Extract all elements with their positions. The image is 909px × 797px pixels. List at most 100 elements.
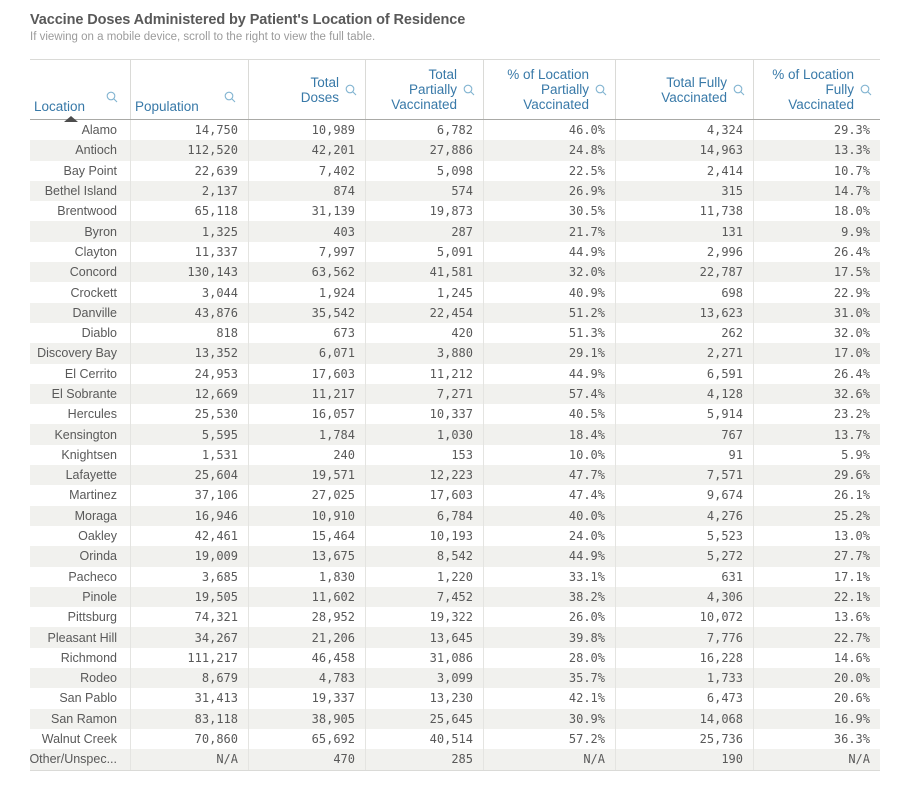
value-cell: 40.0% (483, 505, 615, 526)
value-cell: 26.0% (483, 607, 615, 628)
location-cell[interactable]: Martinez (69, 488, 117, 503)
table-row: Pinole 19,505 11,602 7,452 38.2% 4,306 22.1% (30, 586, 880, 608)
value-cell: 30.5% (483, 201, 615, 222)
location-cell[interactable]: Rodeo (80, 671, 117, 686)
value-cell: 19,322 (365, 607, 483, 628)
column-header-pct-location-partially-vaccinated[interactable]: % of Location Partially Vaccinated (483, 60, 615, 119)
column-header-pct-location-fully-vaccinated[interactable]: % of Location Fully Vaccinated (753, 60, 880, 119)
column-header-total-partially-vaccinated[interactable]: Total Partially Vaccinated (365, 60, 483, 119)
search-icon[interactable] (595, 84, 607, 96)
search-icon[interactable] (463, 84, 475, 96)
value-cell: 13,623 (615, 302, 753, 323)
location-cell[interactable]: Hercules (67, 407, 117, 422)
location-cell[interactable]: Pinole (82, 589, 117, 604)
value-cell: 1,784 (248, 424, 365, 445)
location-cell[interactable]: Moraga (74, 508, 117, 523)
value-cell: 5.9% (753, 444, 880, 466)
value-cell: 3,880 (365, 343, 483, 364)
location-cell[interactable]: Discovery Bay (37, 346, 117, 361)
value-cell: 31,139 (248, 201, 365, 222)
table-row: Kensington 5,595 1,784 1,030 18.4% 767 13.7% (30, 424, 880, 445)
value-cell: 44.9% (483, 241, 615, 263)
value-cell: 28.0% (483, 647, 615, 669)
location-cell[interactable]: San Pablo (59, 691, 117, 706)
column-header-total-fully-vaccinated[interactable]: Total Fully Vaccinated (615, 60, 753, 119)
value-cell: 2,414 (615, 160, 753, 181)
column-header-total-doses[interactable]: Total Doses (248, 60, 365, 119)
value-cell: 1,220 (365, 566, 483, 587)
value-cell: 1,030 (365, 424, 483, 445)
location-cell[interactable]: Lafayette (65, 468, 117, 483)
location-cell[interactable]: Diablo (81, 326, 117, 341)
location-cell[interactable]: Oakley (78, 529, 117, 544)
value-cell: 25,645 (365, 708, 483, 729)
sort-ascending-indicator (64, 116, 78, 122)
location-cell[interactable]: Alamo (81, 123, 117, 138)
table-row: Knightsen 1,531 240 153 10.0% 91 5.9% (30, 444, 880, 466)
location-cell[interactable]: Byron (84, 224, 117, 239)
value-cell: 51.3% (483, 322, 615, 344)
value-cell: 7,402 (248, 160, 365, 181)
value-cell: 6,071 (248, 343, 365, 364)
location-cell[interactable]: Knightsen (61, 447, 117, 462)
value-cell: 14,750 (130, 120, 248, 141)
location-cell[interactable]: Antioch (75, 143, 117, 158)
location-cell[interactable]: Clayton (74, 244, 117, 259)
value-cell: 14.6% (753, 647, 880, 669)
location-cell[interactable]: Kensington (54, 427, 117, 442)
value-cell: 91 (615, 444, 753, 466)
location-cell[interactable]: Bay Point (63, 163, 117, 178)
value-cell: 5,272 (615, 546, 753, 567)
location-cell[interactable]: Pittsburg (67, 610, 117, 625)
column-header-location[interactable]: Location (30, 60, 130, 122)
value-cell: 20.0% (753, 668, 880, 689)
value-cell: 31,086 (365, 647, 483, 669)
value-cell: 19,009 (130, 546, 248, 567)
location-cell[interactable]: Pleasant Hill (47, 630, 117, 645)
value-cell: 3,044 (130, 282, 248, 303)
value-cell: 9.9% (753, 221, 880, 242)
location-cell[interactable]: Crockett (70, 285, 117, 300)
search-icon[interactable] (106, 91, 118, 103)
column-header-label: % of Location Partially Vaccinated (507, 67, 589, 112)
location-cell[interactable]: Danville (72, 305, 117, 320)
location-cell[interactable]: Orinda (79, 549, 117, 564)
value-cell: 22.9% (753, 282, 880, 303)
value-cell: 5,523 (615, 525, 753, 547)
value-cell: 16,228 (615, 647, 753, 669)
location-cell[interactable]: El Cerrito (64, 366, 117, 381)
value-cell: 46.0% (483, 120, 615, 141)
search-icon[interactable] (733, 84, 745, 96)
value-cell: 7,997 (248, 241, 365, 263)
location-cell[interactable]: Pacheco (68, 569, 117, 584)
value-cell: 57.2% (483, 728, 615, 750)
location-cell[interactable]: Walnut Creek (41, 732, 117, 747)
value-cell: 287 (365, 221, 483, 242)
table-row: Bethel Island 2,137 874 574 26.9% 315 14.7% (30, 180, 880, 202)
search-icon[interactable] (224, 91, 236, 103)
value-cell: 767 (615, 424, 753, 445)
value-cell: 22,639 (130, 160, 248, 181)
location-cell[interactable]: San Ramon (50, 711, 117, 726)
table-row: Danville 43,876 35,542 22,454 51.2% 13,623 31.… (30, 302, 880, 323)
location-cell[interactable]: Brentwood (57, 204, 117, 219)
location-cell[interactable]: Other/Unspec... (30, 752, 117, 767)
search-icon[interactable] (860, 84, 872, 96)
value-cell: 65,118 (130, 201, 248, 222)
location-cell[interactable]: El Sobrante (51, 387, 117, 401)
value-cell: 1,531 (130, 444, 248, 466)
column-header-population[interactable]: Population (130, 60, 248, 119)
value-cell: 10,337 (365, 404, 483, 425)
search-icon[interactable] (345, 84, 357, 96)
value-cell: 13,675 (248, 546, 365, 567)
location-cell[interactable]: Bethel Island (44, 184, 117, 199)
table-row: Richmond 111,217 46,458 31,086 28.0% 16,228 14… (30, 647, 880, 669)
value-cell: 13,230 (365, 688, 483, 709)
location-cell[interactable]: Richmond (60, 650, 117, 665)
value-cell: 7,452 (365, 586, 483, 608)
table-row: Walnut Creek 70,860 65,692 40,514 57.2% 25,73… (30, 728, 880, 750)
value-cell: 24.8% (483, 140, 615, 161)
value-cell: 39.8% (483, 627, 615, 648)
location-cell[interactable]: Concord (69, 265, 117, 280)
value-cell: 26.1% (753, 485, 880, 506)
